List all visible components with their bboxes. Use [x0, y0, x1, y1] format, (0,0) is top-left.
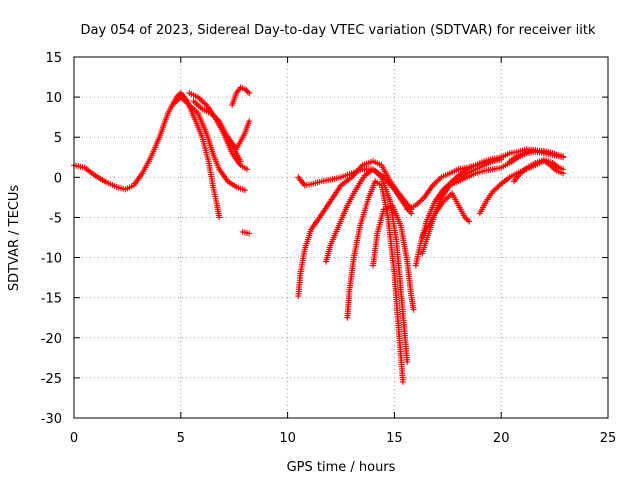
plot-frame [73, 56, 609, 419]
chart-title: Day 054 of 2023, Sidereal Day-to-day VTE… [81, 23, 596, 38]
series-arc-5 [224, 134, 244, 165]
data-point [175, 92, 181, 99]
y-axis-label: SDTVAR / TECUs [7, 185, 22, 292]
x-axis-label: GPS time / hours [287, 460, 396, 475]
series-arc-20 [506, 147, 564, 165]
y-tick-label: -30 [41, 412, 62, 427]
data-point [558, 153, 564, 160]
data-point [244, 166, 250, 173]
data-point [241, 187, 248, 194]
data-point [243, 87, 250, 94]
data-point [237, 158, 244, 165]
series-arc-7 [239, 228, 253, 237]
data-point [216, 214, 223, 221]
data-point [241, 86, 248, 93]
x-tick-label: 5 [177, 431, 185, 446]
data-point [246, 90, 253, 97]
x-tick-label: 0 [70, 431, 78, 446]
y-tick-label: 5 [54, 131, 62, 146]
data-point [399, 378, 406, 385]
series-arc-12 [370, 202, 417, 313]
x-tick-label: 20 [493, 431, 510, 446]
series-arc-2 [169, 94, 248, 194]
grid-lines [74, 57, 608, 418]
y-tick-label: -25 [41, 372, 62, 387]
data-point [461, 214, 468, 221]
series-arc-6 [229, 84, 253, 109]
series-arc-10 [323, 166, 411, 365]
data-series [71, 84, 567, 385]
y-tick-label: -10 [41, 252, 62, 267]
series-arc-19 [511, 156, 567, 185]
axes: 0 5 10 15 20 25 -30 -25 -20 -15 -10 -5 0 5 10 15 [41, 51, 617, 446]
y-tick-label: -5 [49, 211, 62, 226]
data-point [246, 230, 253, 237]
data-point [410, 306, 417, 313]
data-point [404, 358, 411, 365]
series-arc-11 [344, 178, 406, 385]
y-tick-label: 0 [54, 171, 62, 186]
x-tick-label: 15 [386, 431, 403, 446]
y-tick-label: 10 [45, 91, 62, 106]
data-point [408, 210, 415, 217]
y-tick-label: -20 [41, 332, 62, 347]
data-point [466, 218, 473, 225]
data-point [463, 215, 470, 222]
data-point [246, 118, 253, 125]
x-tick-label: 25 [600, 431, 617, 446]
data-point [560, 166, 567, 173]
y-tick-label: -15 [41, 292, 62, 307]
x-tick-label: 10 [279, 431, 296, 446]
y-tick-label: 15 [45, 51, 62, 66]
